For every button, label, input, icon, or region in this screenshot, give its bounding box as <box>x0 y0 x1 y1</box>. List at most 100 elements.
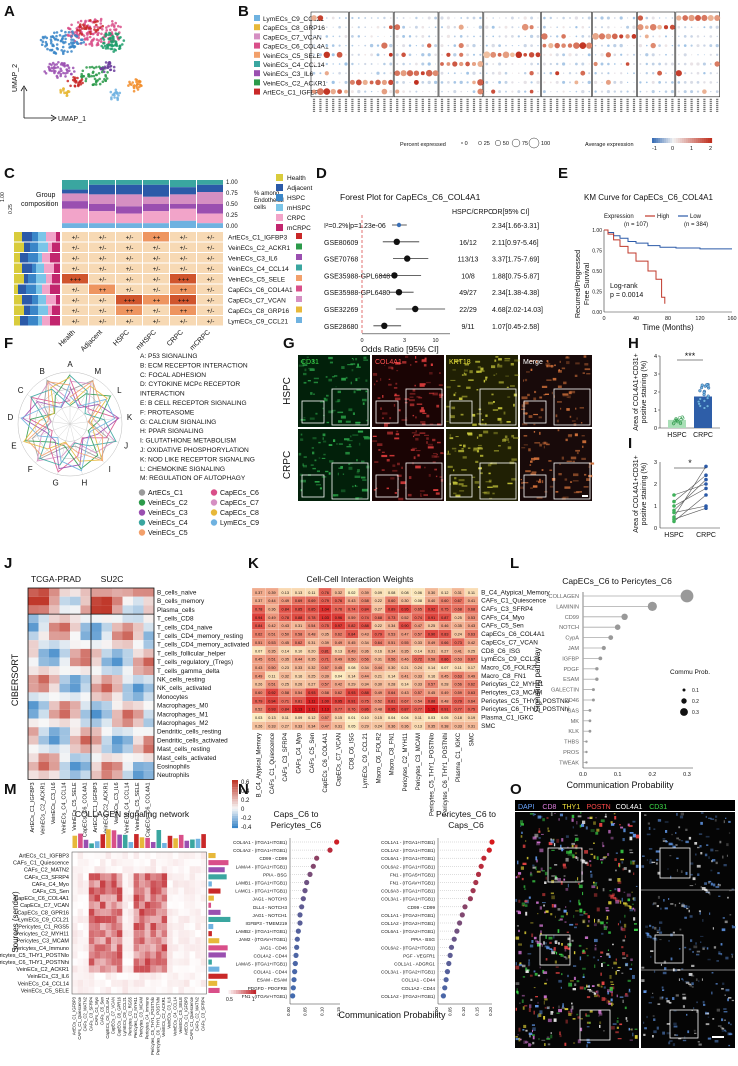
dotplot-dot <box>637 24 644 31</box>
microscopy-channel-label: KRT18 <box>449 359 471 366</box>
enrichment-sign: +/- <box>207 245 215 252</box>
l-dot <box>595 677 599 681</box>
dotplot-dot <box>619 43 623 48</box>
interaction-value: 0.74 <box>348 608 355 612</box>
dotplot-dot <box>511 44 514 47</box>
l-legend-dot <box>681 698 687 704</box>
cibersort-colorbar <box>232 813 238 817</box>
if-texture <box>589 816 593 819</box>
microscopy-texture <box>487 486 493 488</box>
microscopy-texture <box>534 390 537 394</box>
enrichment-cell <box>116 263 142 273</box>
dotplot-dot <box>637 15 644 21</box>
dotplot-dot <box>523 16 527 20</box>
enrichment-cell <box>170 284 196 294</box>
m-heat-cell <box>189 894 196 902</box>
dotplot-dot <box>677 62 680 66</box>
microscopy-texture <box>455 436 459 438</box>
if-texture <box>633 897 636 902</box>
m-heat-cell <box>105 852 112 860</box>
if-texture <box>527 965 530 967</box>
if-texture <box>540 930 542 934</box>
m-heat-cell <box>122 979 128 987</box>
forest-or: 1.07[0.45-2.58] <box>492 324 539 331</box>
dotplot-dot <box>709 81 713 84</box>
m-heat-cell <box>88 901 95 909</box>
dotplot-dot <box>434 35 437 38</box>
if-texture <box>608 829 611 834</box>
if-texture <box>673 1025 678 1028</box>
if-texture <box>546 946 550 950</box>
microscopy-texture <box>416 396 421 398</box>
microscopy-texture <box>584 363 589 366</box>
interaction-value: 0.79 <box>375 633 382 637</box>
interaction-value: 0.67 <box>468 658 475 662</box>
microscopy-texture <box>409 396 414 398</box>
interaction-value: 0.78 <box>282 616 289 620</box>
if-texture <box>623 891 626 893</box>
microscopy-texture <box>454 392 457 394</box>
cibersort-cell <box>28 631 39 641</box>
m-heat-cell <box>167 887 173 895</box>
row-color-swatch <box>296 264 302 271</box>
inset-box-small <box>449 474 473 498</box>
if-texture <box>600 951 604 954</box>
cibersort-colorbar-tick: 0.6 <box>241 780 250 786</box>
interaction-value: 0.35 <box>282 658 289 662</box>
row-composition-segment <box>52 274 60 284</box>
n-pair-label: JAG1 - CD46 <box>260 945 288 950</box>
composition-bar-segment <box>62 201 88 209</box>
if-channel-label: THY1 <box>562 804 580 811</box>
dotplot-dot <box>428 26 430 28</box>
cibersort-cell <box>91 709 102 719</box>
umap-point <box>57 61 60 64</box>
composition-row-label: VeinECs_C5_SELE <box>228 277 286 284</box>
legend-size-label: 0 <box>465 141 468 147</box>
m-heat-cell <box>122 958 128 966</box>
if-texture <box>700 935 704 937</box>
dotplot-dot <box>389 89 393 94</box>
m-heat-cell <box>128 972 134 980</box>
if-texture <box>695 853 697 856</box>
row-composition-segment <box>42 284 50 294</box>
dotplot-dot <box>400 70 407 77</box>
dotplot-dot <box>492 17 494 19</box>
if-texture <box>538 1013 542 1017</box>
m-heat-cell <box>111 915 117 923</box>
if-texture <box>667 868 669 870</box>
microscopy-texture <box>521 408 526 410</box>
if-texture <box>663 960 667 964</box>
dotplot-dot <box>351 44 354 47</box>
if-texture <box>660 907 662 910</box>
enrichment-sign: ++ <box>180 287 188 294</box>
if-texture <box>643 1033 646 1036</box>
if-texture <box>606 915 609 919</box>
m-heat-cell <box>189 923 196 931</box>
dotplot-dot <box>427 53 431 57</box>
if-texture <box>635 834 640 839</box>
cibersort-cell <box>143 657 154 667</box>
if-texture <box>691 986 694 988</box>
if-texture <box>705 835 710 838</box>
dotplot-dot <box>684 72 687 75</box>
if-texture <box>597 959 599 961</box>
umap-point <box>112 50 115 53</box>
if-texture <box>579 824 582 828</box>
dotplot-dot <box>598 33 606 40</box>
dotplot-dot <box>671 17 674 19</box>
cibersort-row-label: NK_cells_activated <box>157 685 212 692</box>
microscopy-texture <box>574 374 578 377</box>
dotplot-dot <box>548 42 554 49</box>
m-heat-cell <box>178 979 184 987</box>
enrichment-sign: +/- <box>99 266 107 273</box>
cibersort-cell <box>112 596 123 606</box>
dotplot-dot <box>446 25 451 29</box>
cibersort-cell <box>101 588 112 597</box>
n-dot <box>473 879 479 886</box>
m-heat-cell <box>83 930 89 938</box>
microscopy-texture <box>543 441 547 445</box>
if-texture <box>600 985 603 988</box>
microscopy-texture <box>347 440 353 442</box>
dotplot-dot <box>433 80 438 85</box>
interaction-value: 0.34 <box>388 624 395 628</box>
